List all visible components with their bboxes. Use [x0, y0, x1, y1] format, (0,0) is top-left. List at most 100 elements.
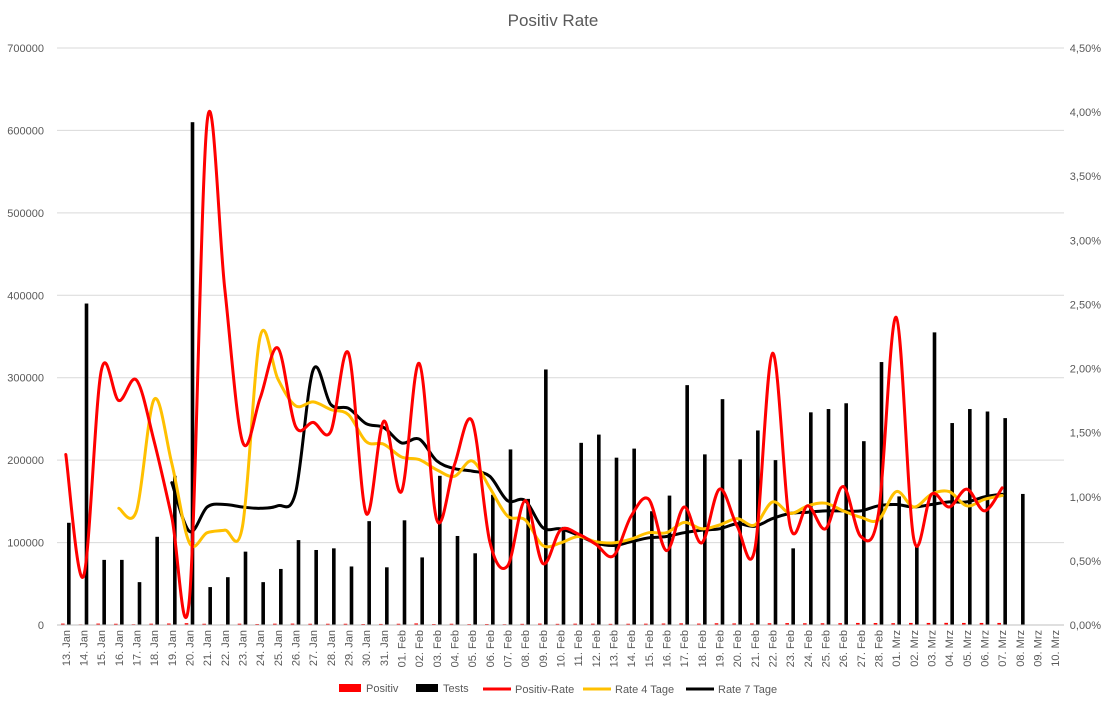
- x-tick-label: 12. Feb: [591, 630, 603, 667]
- x-tick-label: 27. Feb: [856, 630, 868, 667]
- x-tick-label: 23. Feb: [785, 630, 797, 667]
- y-left-tick-label: 0: [38, 620, 44, 632]
- legend-label-positiv: Positiv: [366, 683, 399, 695]
- y-right-tick-label: 0,50%: [1070, 556, 1101, 568]
- x-tick-label: 29. Jan: [344, 630, 356, 666]
- x-tick-label: 07. Mrz: [997, 630, 1009, 667]
- x-tick-label: 23. Jan: [238, 630, 250, 666]
- x-tick-label: 03. Mrz: [927, 630, 939, 667]
- x-tick-label: 09. Feb: [538, 630, 550, 667]
- x-tick-label: 08. Feb: [520, 630, 532, 667]
- bar-positiv: [591, 623, 595, 625]
- chart-title: Positiv Rate: [508, 11, 599, 30]
- bar-tests: [208, 587, 212, 625]
- legend-label-tests: Tests: [443, 683, 469, 695]
- x-tick-label: 18. Jan: [149, 630, 161, 666]
- bar-positiv: [202, 623, 206, 625]
- legend-label-rate-7-tage: Rate 7 Tage: [718, 684, 777, 696]
- y-left-tick-label: 500000: [7, 208, 44, 220]
- x-tick-label: 17. Jan: [132, 630, 144, 666]
- bar-tests: [314, 549, 318, 625]
- bar-tests: [120, 559, 124, 625]
- bar-tests: [791, 548, 795, 625]
- y-left-tick-label: 700000: [7, 43, 44, 55]
- bar-tests: [279, 568, 283, 625]
- bar-positiv: [803, 623, 807, 625]
- bar-positiv: [767, 623, 772, 625]
- bar-tests: [102, 559, 106, 625]
- bar-tests: [720, 399, 725, 625]
- bar-tests: [67, 522, 71, 625]
- bar-tests: [968, 409, 972, 625]
- bar-positiv: [326, 623, 330, 625]
- legend-swatch-positiv: [339, 684, 361, 692]
- x-tick-label: 30. Jan: [361, 630, 373, 666]
- y-right-tick-label: 3,00%: [1070, 235, 1101, 247]
- x-tick-label: 07. Feb: [503, 630, 515, 667]
- x-tick-label: 03. Feb: [432, 630, 444, 667]
- x-tick-label: 21. Feb: [750, 630, 762, 667]
- y-left-tick-label: 400000: [7, 290, 44, 302]
- line-positiv-rate: [64, 109, 1004, 620]
- bar-tests: [137, 582, 142, 625]
- bar-positiv: [838, 623, 842, 625]
- x-tick-label: 06. Feb: [485, 630, 497, 667]
- bar-tests: [332, 548, 336, 625]
- bar-tests: [1003, 418, 1007, 625]
- bar-tests: [544, 369, 548, 625]
- x-tick-label: 31. Jan: [379, 630, 391, 666]
- bar-positiv: [414, 623, 418, 625]
- x-tick-label: 24. Jan: [255, 630, 267, 666]
- x-tick-label: 11. Feb: [573, 630, 585, 667]
- bar-tests: [685, 385, 689, 625]
- bar-tests: [561, 526, 566, 625]
- bar-tests: [261, 582, 265, 625]
- bar-tests: [985, 411, 990, 625]
- bar-positiv: [962, 622, 966, 625]
- bar-tests: [84, 303, 89, 625]
- bars: [61, 122, 1025, 626]
- lines: [64, 109, 1004, 620]
- bar-tests: [526, 498, 530, 625]
- bar-tests: [826, 409, 831, 625]
- x-tick-label: 20. Jan: [185, 630, 197, 666]
- bar-tests: [455, 535, 460, 625]
- bar-positiv: [979, 622, 984, 625]
- bar-tests: [915, 546, 919, 625]
- bar-positiv: [626, 623, 630, 625]
- bar-tests: [349, 566, 354, 625]
- bar-tests: [1021, 493, 1025, 625]
- bar-positiv: [61, 623, 65, 625]
- y-left-tick-label: 300000: [7, 373, 44, 385]
- x-tick-label: 25. Jan: [273, 630, 285, 666]
- x-tick-label: 16. Jan: [114, 630, 126, 666]
- x-tick-label: 22. Feb: [768, 630, 780, 667]
- bar-positiv: [714, 623, 719, 625]
- legend: Positiv Tests Positiv-Rate Rate 4 Tage Rate …: [339, 683, 777, 696]
- y-right-tick-label: 2,00%: [1070, 364, 1101, 376]
- x-tick-label: 14. Feb: [626, 630, 638, 667]
- bar-tests: [438, 475, 442, 625]
- x-tick-label: 16. Feb: [662, 630, 674, 667]
- bar-positiv: [237, 623, 242, 625]
- bar-tests: [862, 441, 866, 625]
- legend-swatch-tests: [416, 684, 438, 692]
- bar-tests: [155, 536, 159, 625]
- y-right-tick-label: 3,50%: [1070, 171, 1101, 183]
- x-tick-label: 05. Feb: [467, 630, 479, 667]
- bar-positiv: [167, 623, 171, 625]
- bar-positiv: [290, 623, 295, 625]
- bar-tests: [667, 495, 672, 625]
- bar-positiv: [396, 623, 401, 625]
- x-tick-label: 04. Mrz: [944, 630, 956, 667]
- bar-positiv: [926, 622, 931, 625]
- x-tick-label: 02. Feb: [414, 630, 426, 667]
- x-tick-label: 01. Feb: [397, 630, 409, 667]
- bar-positiv: [538, 623, 542, 625]
- bar-positiv: [149, 623, 153, 625]
- bar-tests: [243, 551, 248, 625]
- bar-tests: [190, 122, 195, 625]
- y-right-tick-label: 4,50%: [1070, 43, 1101, 55]
- legend-label-positiv-rate: Positiv-Rate: [515, 684, 574, 696]
- x-axis: 13. Jan 14. Jan 15. Jan 16. Jan 17. Jan 18. J…: [61, 630, 1062, 667]
